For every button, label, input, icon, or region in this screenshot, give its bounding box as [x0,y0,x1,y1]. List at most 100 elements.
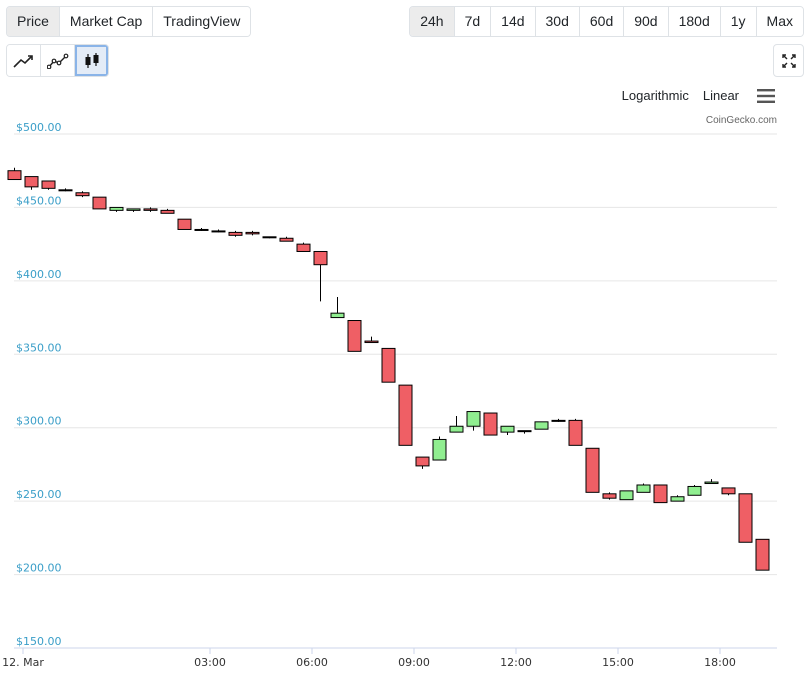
hamburger-menu-icon [757,89,775,103]
logarithmic-button[interactable]: Logarithmic [621,88,689,103]
x-tick-label: 09:00 [398,656,430,669]
candlestick-chart-icon [85,53,98,69]
candle-body-down [177,218,192,230]
tab-tradingview[interactable]: TradingView [153,7,251,36]
candle[interactable] [41,180,56,190]
candle[interactable] [92,196,107,210]
range-30d[interactable]: 30d [535,7,580,36]
candle-body-down [41,180,56,189]
line-points-chart-button[interactable] [41,45,75,76]
candle[interactable] [738,493,753,543]
candle[interactable] [296,242,311,252]
y-tick-label: $400.00 [16,268,62,281]
range-7d[interactable]: 7d [454,7,492,36]
range-24h[interactable]: 24h [410,7,455,36]
candle-body-down [602,493,617,499]
range-60d[interactable]: 60d [579,7,625,36]
candle[interactable] [602,492,617,500]
tab-market-cap[interactable]: Market Cap [59,7,154,36]
candle-body-up [551,419,566,422]
range-14d[interactable]: 14d [491,7,536,36]
candle[interactable] [755,538,770,571]
range-tabs: 24h 7d 14d 30d 60d 90d 180d 1y Max [409,6,804,37]
candle[interactable] [347,320,362,352]
candle-body-down [755,538,770,571]
candle[interactable] [500,425,515,436]
candlestick-chart-button[interactable] [75,45,108,76]
candle-body-up [687,485,702,496]
range-90d[interactable]: 90d [624,7,669,36]
range-max[interactable]: Max [756,7,803,36]
candle[interactable] [245,230,260,236]
candle[interactable] [687,484,702,496]
x-tick-label: 12. Mar [2,656,44,669]
candle[interactable] [24,176,39,190]
candle-body-down [347,320,362,352]
candle[interactable] [109,206,124,212]
candle-body-down [381,347,396,383]
y-tick-label: $500.00 [16,121,62,134]
candle[interactable] [466,411,481,431]
candle[interactable] [585,447,600,493]
tab-price[interactable]: Price [7,7,60,36]
x-tick-label: 06:00 [296,656,328,669]
candle-body-down [75,192,90,197]
candle[interactable] [126,208,141,212]
candle[interactable] [143,207,158,212]
y-tick-label: $200.00 [16,562,62,575]
candle[interactable] [228,230,243,237]
candle[interactable] [449,415,464,433]
candle[interactable] [704,479,719,485]
candle-body-up [194,228,209,231]
candle-body-down [143,208,158,211]
candle[interactable] [534,421,549,430]
credit-link[interactable]: CoinGecko.com [705,115,777,126]
candle-body-down [296,243,311,252]
candle[interactable] [160,208,175,214]
candle[interactable] [619,490,634,501]
candle[interactable] [653,484,668,504]
candle-body-down [483,412,498,436]
candle[interactable] [551,418,566,422]
candle[interactable] [194,227,209,231]
candle[interactable] [7,167,22,181]
candle[interactable] [398,384,413,446]
candle[interactable] [262,236,277,239]
candle[interactable] [177,218,192,230]
chart-type-tabs [6,44,109,77]
candle[interactable] [670,495,685,502]
candle-body-up [432,438,447,461]
candle-body-down [364,340,379,344]
line-chart-button[interactable] [7,45,41,76]
candle[interactable] [432,436,447,461]
candle[interactable] [636,483,651,493]
candle[interactable] [568,418,583,446]
candle-body-down [279,237,294,242]
candle[interactable] [721,487,736,496]
candle[interactable] [313,250,328,302]
candle[interactable] [75,191,90,198]
linear-button[interactable]: Linear [702,88,739,103]
candle[interactable] [415,456,430,469]
candle[interactable] [483,412,498,436]
candle[interactable] [330,297,345,319]
y-tick-label: $250.00 [16,488,62,501]
range-180d[interactable]: 180d [668,7,721,36]
candle-body-up [211,230,226,233]
candle[interactable] [211,229,226,233]
candle-body-down [245,231,260,235]
expand-icon [781,53,796,68]
candle[interactable] [364,336,379,344]
candle[interactable] [58,188,73,192]
candle[interactable] [381,347,396,383]
candle-body-down [415,456,430,467]
chart-menu-button[interactable] [757,88,775,109]
fullscreen-button[interactable] [773,44,804,77]
candle[interactable] [279,236,294,242]
x-tick-label: 12:00 [500,656,532,669]
candle[interactable] [517,430,532,434]
range-1y[interactable]: 1y [720,7,757,36]
candle-body-up [670,496,685,502]
candle-body-up [704,481,719,485]
candle-body-down [7,170,22,181]
